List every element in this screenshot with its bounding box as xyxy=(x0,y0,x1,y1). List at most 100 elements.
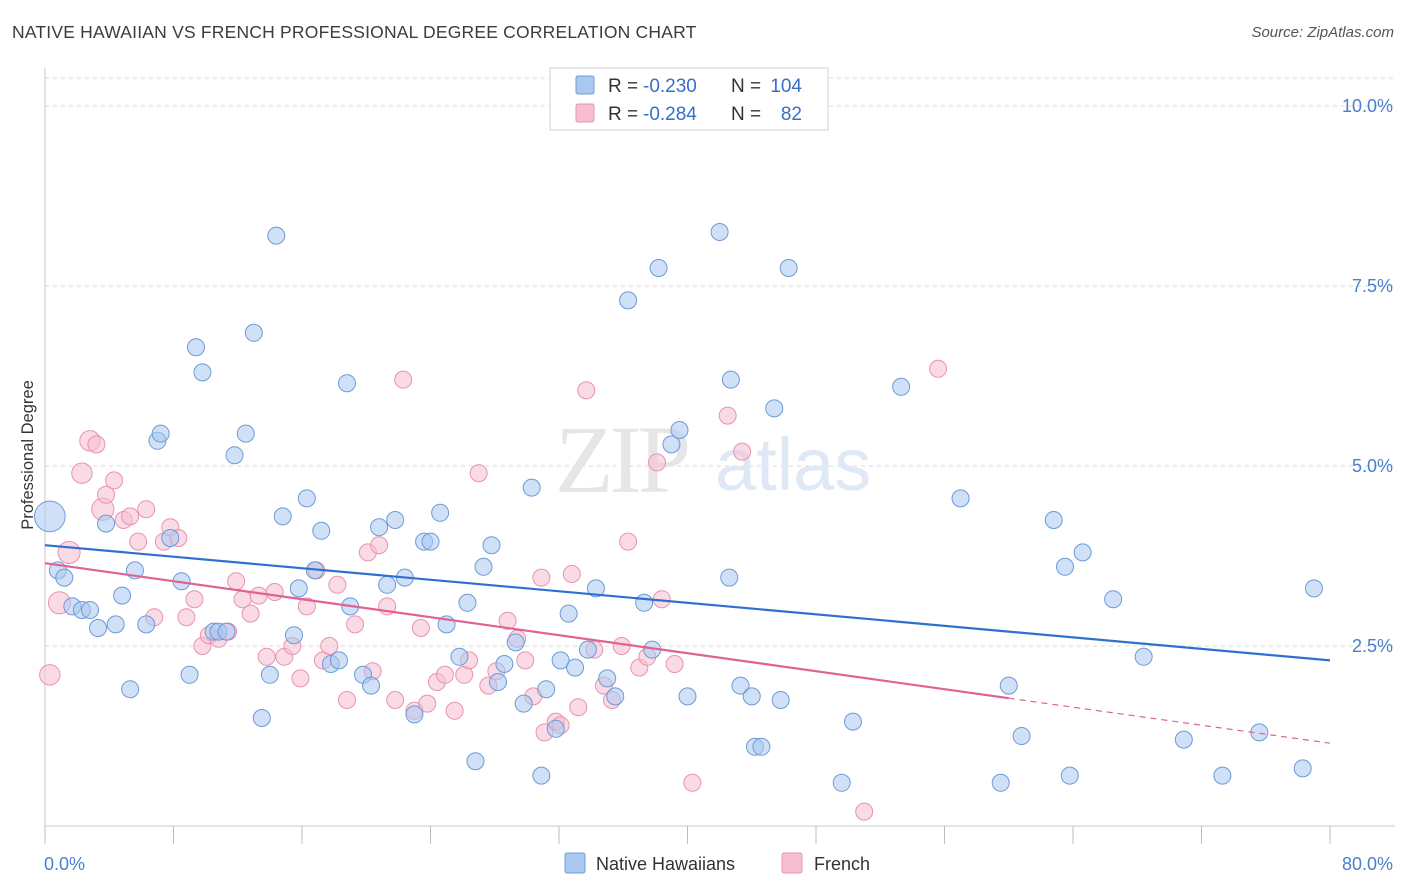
french-point xyxy=(435,665,454,684)
native-hawaiian-point xyxy=(1073,543,1092,562)
native-hawaiian-points xyxy=(34,223,1323,792)
legend-r-label: R = xyxy=(608,76,638,97)
y-tick-label: 7.5% xyxy=(1352,276,1393,296)
french-point xyxy=(97,485,116,504)
native-hawaiian-point xyxy=(710,223,729,241)
native-hawaiian-point xyxy=(1104,590,1123,609)
native-hawaiian-point xyxy=(431,503,450,522)
y-tick-label: 10.0% xyxy=(1342,96,1393,116)
native-hawaiian-point xyxy=(514,694,533,713)
native-hawaiian-point xyxy=(635,593,654,612)
native-hawaiian-point xyxy=(121,680,140,699)
native-hawaiian-point xyxy=(765,399,784,418)
native-hawaiian-point xyxy=(421,532,440,551)
watermark-zip: ZIP xyxy=(555,406,688,513)
native-hawaiian-point xyxy=(532,766,551,785)
legend-box xyxy=(549,67,829,131)
native-hawaiian-point xyxy=(337,374,356,393)
legend-row-french: R = -0.284 N = 82 xyxy=(575,103,802,125)
french-point xyxy=(612,637,631,655)
native-hawaiian-point xyxy=(720,568,739,587)
french-point xyxy=(227,572,246,591)
native-hawaiian-point xyxy=(466,752,485,771)
legend-bottom: Native Hawaiians French xyxy=(564,852,870,874)
y-axis-label: Professional Degree xyxy=(19,380,37,530)
native-hawaiian-point xyxy=(458,593,477,612)
native-hawaiian-point xyxy=(362,676,381,695)
native-hawaiian-point xyxy=(1174,730,1193,749)
native-hawaiian-point xyxy=(405,705,424,724)
native-hawaiian-point xyxy=(186,338,205,357)
legend-swatch-blue xyxy=(575,75,595,95)
native-hawaiian-point xyxy=(1060,766,1079,785)
french-point xyxy=(328,575,347,594)
axes xyxy=(44,68,1395,844)
native-hawaiian-point xyxy=(779,259,798,277)
french-point xyxy=(418,694,437,713)
native-hawaiian-point xyxy=(506,633,525,652)
french-point xyxy=(516,651,535,670)
french-point xyxy=(257,647,276,666)
french-point xyxy=(320,637,339,655)
native-hawaiian-point xyxy=(670,421,689,439)
legend-row-native-hawaiians: R = -0.230 N = 104 xyxy=(575,75,802,97)
legend-r-label: R = xyxy=(608,104,638,125)
native-hawaiian-point xyxy=(1213,766,1232,785)
french-point xyxy=(445,701,464,720)
french-point xyxy=(71,462,93,484)
native-hawaiian-point xyxy=(450,647,469,666)
native-hawaiian-point xyxy=(578,640,597,659)
native-hawaiian-point xyxy=(537,680,556,699)
native-hawaiian-point xyxy=(551,651,570,670)
french-points xyxy=(39,359,948,821)
native-hawaiian-point xyxy=(55,568,74,587)
y-tick-label: 5.0% xyxy=(1352,456,1393,476)
french-point xyxy=(265,583,284,601)
french-point xyxy=(647,453,666,472)
native-hawaiian-point xyxy=(193,363,212,382)
native-hawaiian-point xyxy=(386,511,405,529)
watermark: ZIP atlas xyxy=(555,406,871,513)
native-hawaiian-point xyxy=(236,424,255,443)
native-hawaiian-point xyxy=(1055,557,1074,576)
french-point xyxy=(346,615,365,634)
french-point xyxy=(105,471,124,490)
native-hawaiian-point xyxy=(137,615,156,634)
native-hawaiian-point xyxy=(742,687,761,706)
native-hawaiian-point xyxy=(482,536,501,555)
native-hawaiian-point xyxy=(606,687,625,706)
french-point xyxy=(569,698,588,717)
gridlines xyxy=(45,77,1395,647)
native-hawaiian-point xyxy=(488,673,507,691)
native-hawaiian-point xyxy=(289,579,308,598)
native-hawaiian-point xyxy=(991,773,1010,792)
legend-r-value: -0.284 xyxy=(643,104,697,125)
french-point xyxy=(562,565,581,583)
french-trend-line xyxy=(44,562,1009,700)
x-tick-label-max: 80.0% xyxy=(1342,854,1393,874)
french-point xyxy=(733,442,752,461)
native-hawaiian-point xyxy=(370,518,389,537)
native-hawaiian-point xyxy=(662,435,681,454)
native-hawaiian-point xyxy=(1304,579,1323,598)
native-hawaiian-point xyxy=(892,377,911,396)
french-point xyxy=(683,773,702,792)
native-hawaiian-point xyxy=(1012,727,1031,745)
french-point xyxy=(386,691,405,709)
french-point xyxy=(394,370,413,389)
french-point xyxy=(39,664,61,686)
native-hawaiian-point xyxy=(260,665,279,684)
native-hawaiian-point xyxy=(34,500,66,533)
native-hawaiian-point xyxy=(598,669,617,688)
legend-swatch-pink xyxy=(575,103,595,123)
french-point xyxy=(297,597,316,616)
legend-n-label: N = xyxy=(731,104,761,125)
source-label: Source: ZipAtlas.com xyxy=(1251,24,1394,41)
french-point xyxy=(929,359,948,378)
native-hawaiian-point xyxy=(267,226,286,245)
french-point xyxy=(87,435,106,454)
french-point xyxy=(619,532,638,551)
legend-label-native-hawaiians: Native Hawaiians xyxy=(596,854,735,874)
french-point xyxy=(185,590,204,609)
